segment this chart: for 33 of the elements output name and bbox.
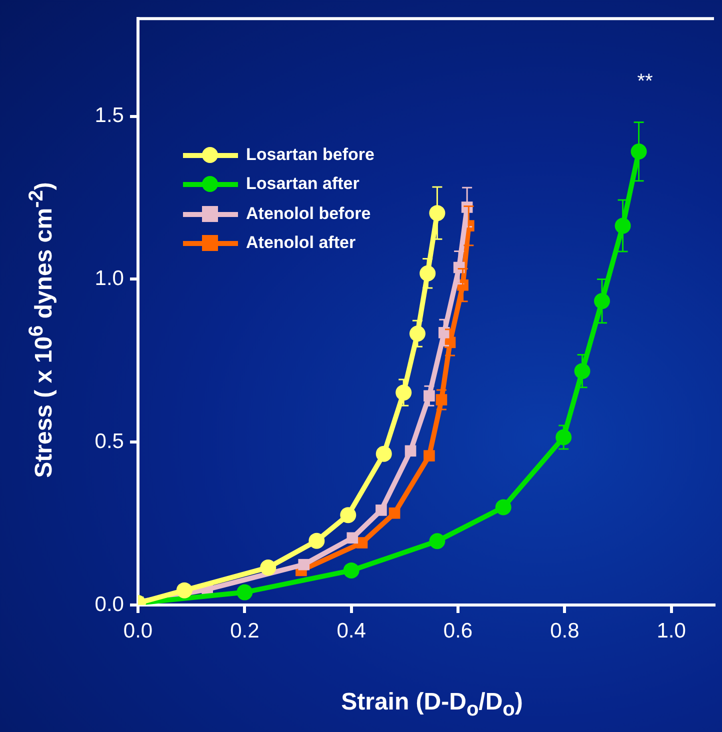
x-tick-label: 0.2 [230,619,260,642]
y-tick-label: 0.5 [94,430,124,453]
point [429,533,446,550]
y-tick-label: 1.0 [94,267,124,290]
point [260,560,276,576]
point [236,584,253,600]
annotation: ** [637,70,653,94]
x-tick-label: 0.0 [123,619,153,642]
legend-label: Atenolol before [246,204,371,224]
point [388,507,400,519]
x-tick-label: 0.4 [336,619,366,642]
x-tick-label: 1.0 [656,619,686,642]
point [308,532,325,549]
x-tick-label: 0.6 [443,619,473,642]
y-tick-label: 1.5 [94,104,124,128]
legend-label: Losartan after [246,174,360,194]
point [340,507,356,524]
x-tick-label: 0.8 [550,619,580,642]
point [298,558,310,570]
point [346,532,358,544]
point [495,499,512,516]
x-axis-title: Strain (D-D$_{o}$/D$_{o}$) [341,688,523,722]
point [176,582,192,598]
point [424,390,435,402]
legend-label: Atenolol after [246,233,356,254]
point [424,450,435,462]
y-tick-label: 0.0 [94,592,124,616]
legend-label: Losartan before [246,144,374,165]
point [404,445,416,457]
point [376,504,387,516]
point [376,446,392,462]
point [343,562,360,578]
point [356,537,368,548]
